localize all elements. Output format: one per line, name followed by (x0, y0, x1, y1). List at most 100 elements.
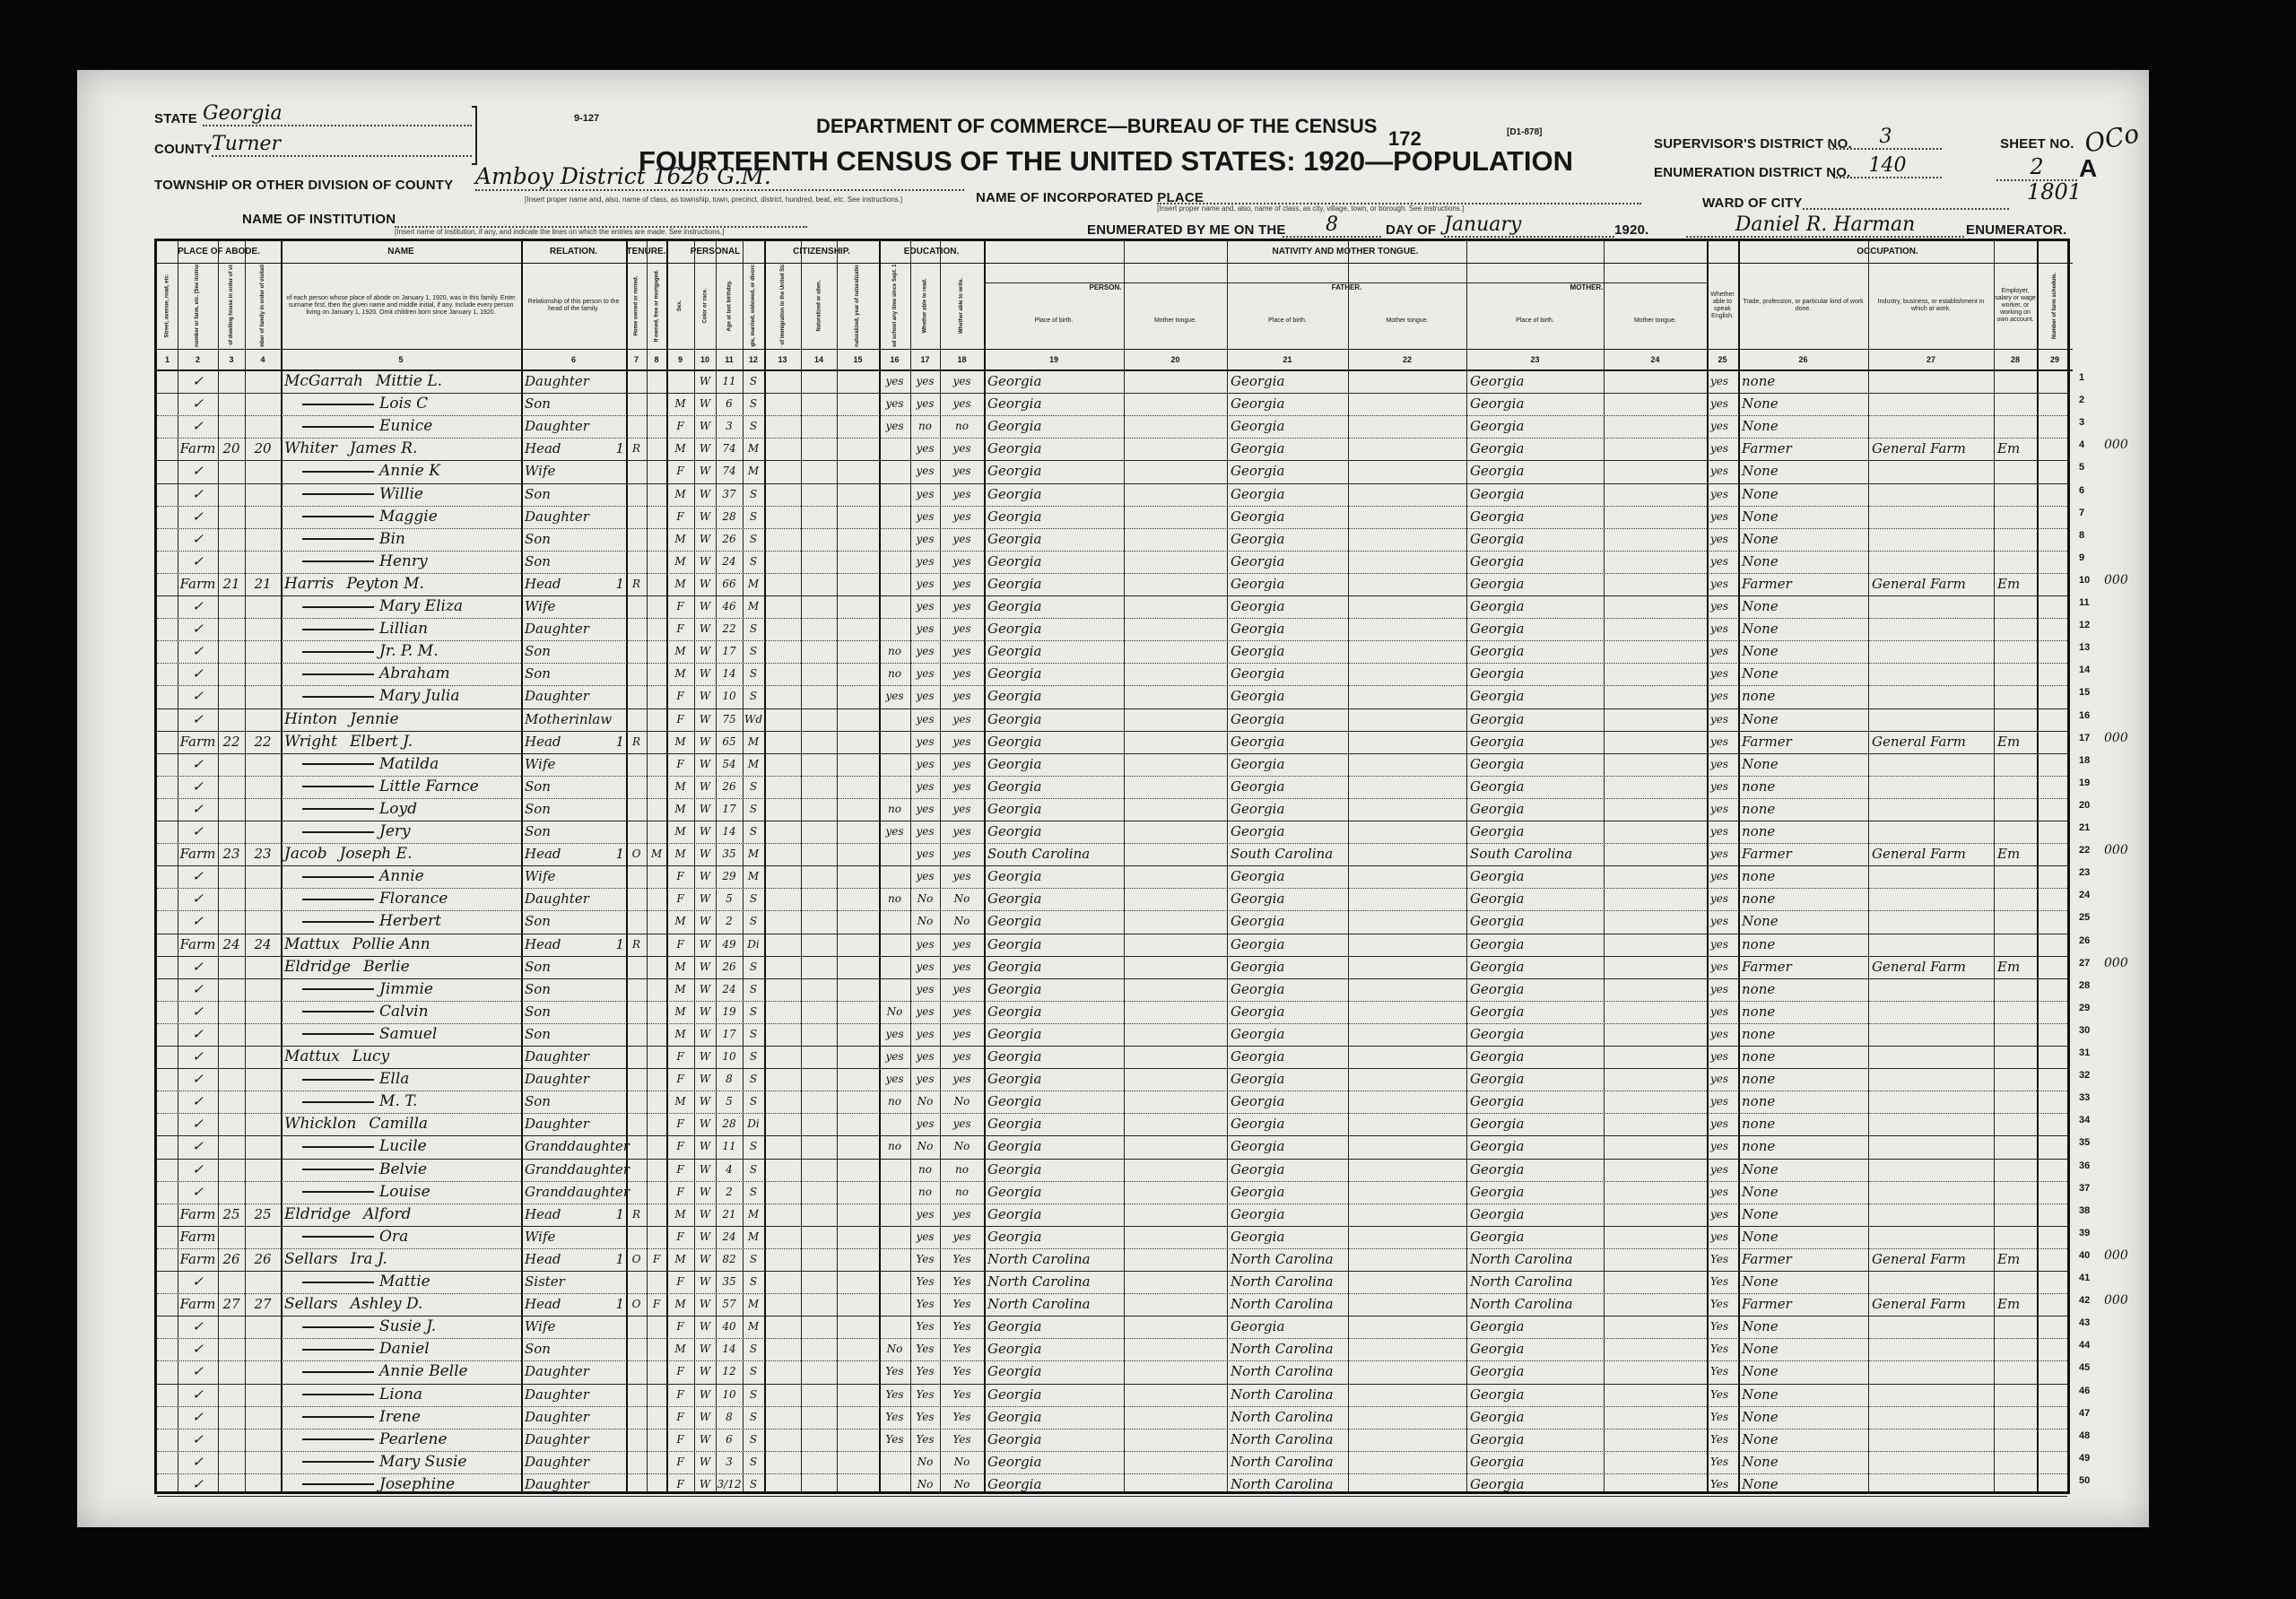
given-name: Alford (363, 1204, 412, 1223)
marital: S (749, 1365, 758, 1378)
relation: Daughter (521, 1046, 630, 1068)
occupation: None (1742, 1160, 1779, 1178)
line-number: 6 (2079, 484, 2085, 496)
column-header: Place of birth. (1227, 295, 1348, 347)
marital: S (749, 802, 758, 815)
race: W (699, 465, 711, 478)
person-name: Harris Peyton M. (281, 573, 525, 595)
read: yes (916, 600, 935, 613)
surname: Eldridge (284, 1204, 352, 1223)
ditto-dash (302, 1011, 374, 1013)
line-number: 30 (2079, 1024, 2091, 1036)
marital: S (749, 375, 758, 387)
row-divider (157, 978, 2067, 979)
relation: Head 1 (521, 843, 630, 865)
given-name: Ora (379, 1227, 409, 1246)
column-header: Street, avenue, road, etc. (157, 265, 178, 347)
column-number: 10 (694, 349, 716, 371)
relation-text: Daughter (525, 1048, 589, 1065)
row-divider (157, 1271, 2067, 1272)
read: yes (916, 690, 935, 703)
birthplace: Georgia (987, 778, 1042, 795)
father-bp: North Carolina (1231, 1453, 1334, 1470)
father-bp: Georgia (1231, 1138, 1285, 1155)
column-header: Home owned or rented. (626, 265, 647, 347)
ward-label: WARD OF CITY (1702, 196, 1803, 211)
line-number: 32 (2079, 1070, 2091, 1082)
race: W (699, 442, 711, 456)
column-header: House number or farm, etc. (See instruct… (178, 265, 218, 347)
relation-text: Granddaughter (525, 1160, 630, 1178)
row-divider (157, 438, 2067, 439)
enumeration-district: 140 (1833, 154, 1942, 178)
given-name: Joseph E. (339, 845, 413, 864)
house: Farm (179, 440, 216, 457)
person-name: Belvie (281, 1159, 525, 1181)
dwelling: 22 (222, 733, 240, 750)
column-header: Age at last birthday. (716, 265, 743, 347)
english: yes (1710, 960, 1729, 973)
father-bp: Georgia (1231, 1205, 1285, 1222)
relation: Daughter (521, 1406, 630, 1429)
surname: Eldridge (284, 957, 352, 976)
enumerated-day: 8 (1283, 213, 1381, 238)
english: yes (1710, 577, 1729, 590)
sex: M (674, 1095, 686, 1108)
given-name: Bin (379, 529, 405, 548)
marital: M (747, 442, 760, 456)
sex: M (674, 667, 686, 681)
school: no (888, 802, 901, 815)
line-number: 34 (2079, 1115, 2091, 1126)
occupation: none (1742, 980, 1776, 997)
person-name: Hinton Jennie (281, 708, 525, 731)
surname: Whicklon (284, 1115, 357, 1134)
occupation: None (1742, 1341, 1779, 1358)
row-divider (157, 843, 2067, 845)
relation: Son (521, 1001, 630, 1023)
father-bp: Georgia (1231, 891, 1285, 908)
row-divider (157, 1046, 2067, 1047)
owned: R (631, 734, 641, 748)
relation-text: Son (525, 1093, 551, 1110)
english: Yes (1710, 1387, 1729, 1401)
person-name: Jr. P. M. (281, 640, 525, 663)
mother-bp: Georgia (1470, 598, 1525, 614)
given-name: Samuel (379, 1024, 438, 1043)
row-divider (157, 910, 2067, 912)
column-number: 5 (281, 349, 521, 371)
industry: General Farm (1872, 958, 1966, 975)
relation-text: Granddaughter (525, 1183, 630, 1200)
birthplace: Georgia (987, 935, 1042, 952)
person-name: Lucile (281, 1135, 525, 1158)
house: ✓ (192, 958, 204, 975)
race: W (699, 420, 711, 433)
sex: M (674, 915, 686, 928)
school: No (886, 1004, 903, 1018)
marital: S (749, 622, 758, 636)
sex: M (674, 802, 686, 815)
mother-bp: Georgia (1470, 1363, 1525, 1380)
industry: General Farm (1872, 440, 1966, 457)
read: No (917, 1095, 934, 1108)
row-divider (157, 730, 2067, 732)
father-bp: Georgia (1231, 1071, 1285, 1088)
write: yes (952, 1117, 971, 1131)
house: ✓ (192, 755, 204, 772)
marital: S (749, 690, 758, 703)
write: no (955, 1162, 969, 1176)
house: ✓ (192, 823, 204, 839)
column-number: 9 (666, 349, 694, 371)
line-number: 46 (2079, 1385, 2091, 1396)
marital: M (747, 465, 760, 478)
relation: Daughter (521, 506, 630, 528)
house: Farm (179, 1228, 216, 1245)
person-name: Whicklon Camilla (281, 1113, 525, 1135)
father-bp: Georgia (1231, 1025, 1285, 1042)
sex: F (676, 622, 684, 636)
column-number: 17 (910, 349, 940, 371)
occupation: None (1742, 1408, 1779, 1425)
write: yes (952, 1230, 971, 1243)
father-bp: Georgia (1231, 598, 1285, 614)
day-of-label: DAY OF (1386, 222, 1437, 238)
relation: Wife (521, 460, 630, 482)
